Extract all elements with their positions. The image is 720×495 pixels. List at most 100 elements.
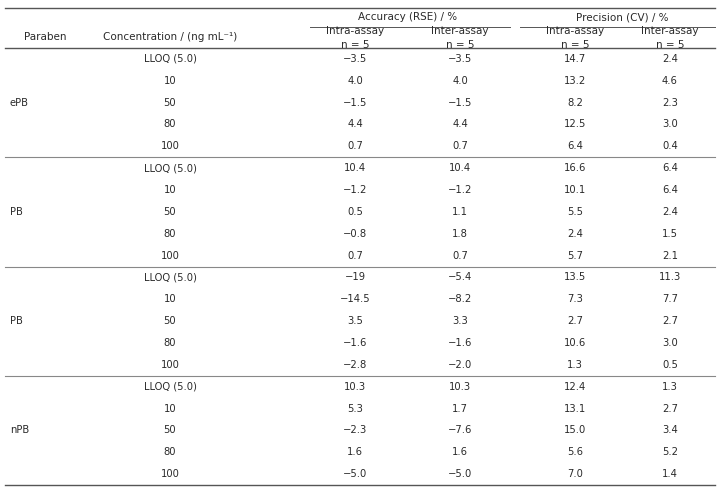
Text: Inter-assay
n = 5: Inter-assay n = 5 xyxy=(642,26,698,50)
Text: 13.2: 13.2 xyxy=(564,76,586,86)
Text: −1.6: −1.6 xyxy=(448,338,472,348)
Text: −5.0: −5.0 xyxy=(448,469,472,479)
Text: 10.3: 10.3 xyxy=(344,382,366,392)
Text: LLOQ (5.0): LLOQ (5.0) xyxy=(143,382,197,392)
Text: 2.7: 2.7 xyxy=(567,316,583,326)
Text: 5.6: 5.6 xyxy=(567,447,583,457)
Text: 1.6: 1.6 xyxy=(347,447,363,457)
Text: 0.7: 0.7 xyxy=(452,142,468,151)
Text: 10: 10 xyxy=(163,76,176,86)
Text: −3.5: −3.5 xyxy=(343,54,367,64)
Text: 1.4: 1.4 xyxy=(662,469,678,479)
Text: 100: 100 xyxy=(161,142,179,151)
Text: 3.5: 3.5 xyxy=(347,316,363,326)
Text: 4.0: 4.0 xyxy=(347,76,363,86)
Text: 0.5: 0.5 xyxy=(347,207,363,217)
Text: −5.4: −5.4 xyxy=(448,272,472,283)
Text: 80: 80 xyxy=(163,229,176,239)
Text: PB: PB xyxy=(10,207,23,217)
Text: 1.3: 1.3 xyxy=(567,360,583,370)
Text: 5.2: 5.2 xyxy=(662,447,678,457)
Text: 10: 10 xyxy=(163,403,176,413)
Text: 80: 80 xyxy=(163,338,176,348)
Text: 5.3: 5.3 xyxy=(347,403,363,413)
Text: 2.4: 2.4 xyxy=(567,229,583,239)
Text: 1.3: 1.3 xyxy=(662,382,678,392)
Text: 7.0: 7.0 xyxy=(567,469,583,479)
Text: 4.0: 4.0 xyxy=(452,76,468,86)
Text: 10.4: 10.4 xyxy=(449,163,471,173)
Text: 2.4: 2.4 xyxy=(662,207,678,217)
Text: 16.6: 16.6 xyxy=(564,163,586,173)
Text: 13.5: 13.5 xyxy=(564,272,586,283)
Text: 13.1: 13.1 xyxy=(564,403,586,413)
Text: −5.0: −5.0 xyxy=(343,469,367,479)
Text: 6.4: 6.4 xyxy=(662,185,678,195)
Text: −1.2: −1.2 xyxy=(448,185,472,195)
Text: −1.5: −1.5 xyxy=(343,98,367,107)
Text: 0.5: 0.5 xyxy=(662,360,678,370)
Text: Intra-assay
n = 5: Intra-assay n = 5 xyxy=(546,26,604,50)
Text: LLOQ (5.0): LLOQ (5.0) xyxy=(143,163,197,173)
Text: Precision (CV) / %: Precision (CV) / % xyxy=(576,12,669,22)
Text: −7.6: −7.6 xyxy=(448,425,472,436)
Text: −2.8: −2.8 xyxy=(343,360,367,370)
Text: 50: 50 xyxy=(163,207,176,217)
Text: 11.3: 11.3 xyxy=(659,272,681,283)
Text: 7.7: 7.7 xyxy=(662,294,678,304)
Text: 3.4: 3.4 xyxy=(662,425,678,436)
Text: 0.7: 0.7 xyxy=(347,250,363,260)
Text: 5.7: 5.7 xyxy=(567,250,583,260)
Text: 14.7: 14.7 xyxy=(564,54,586,64)
Text: −2.0: −2.0 xyxy=(448,360,472,370)
Text: −8.2: −8.2 xyxy=(448,294,472,304)
Text: 1.5: 1.5 xyxy=(662,229,678,239)
Text: PB: PB xyxy=(10,316,23,326)
Text: Accuracy (RSE) / %: Accuracy (RSE) / % xyxy=(358,12,457,22)
Text: −1.5: −1.5 xyxy=(448,98,472,107)
Text: 50: 50 xyxy=(163,425,176,436)
Text: 8.2: 8.2 xyxy=(567,98,583,107)
Text: 6.4: 6.4 xyxy=(567,142,583,151)
Text: −1.2: −1.2 xyxy=(343,185,367,195)
Text: 10: 10 xyxy=(163,294,176,304)
Text: −19: −19 xyxy=(344,272,366,283)
Text: 10.1: 10.1 xyxy=(564,185,586,195)
Text: −2.3: −2.3 xyxy=(343,425,367,436)
Text: 50: 50 xyxy=(163,316,176,326)
Text: 100: 100 xyxy=(161,250,179,260)
Text: Intra-assay
n = 5: Intra-assay n = 5 xyxy=(326,26,384,50)
Text: 1.7: 1.7 xyxy=(452,403,468,413)
Text: 12.4: 12.4 xyxy=(564,382,586,392)
Text: 2.4: 2.4 xyxy=(662,54,678,64)
Text: nPB: nPB xyxy=(10,425,30,436)
Text: Concentration / (ng mL⁻¹): Concentration / (ng mL⁻¹) xyxy=(103,33,237,43)
Text: 1.1: 1.1 xyxy=(452,207,468,217)
Text: −1.6: −1.6 xyxy=(343,338,367,348)
Text: ePB: ePB xyxy=(10,98,29,107)
Text: 100: 100 xyxy=(161,360,179,370)
Text: 2.3: 2.3 xyxy=(662,98,678,107)
Text: 0.7: 0.7 xyxy=(347,142,363,151)
Text: 1.8: 1.8 xyxy=(452,229,468,239)
Text: 3.0: 3.0 xyxy=(662,338,678,348)
Text: 6.4: 6.4 xyxy=(662,163,678,173)
Text: 4.4: 4.4 xyxy=(347,119,363,130)
Text: 0.7: 0.7 xyxy=(452,250,468,260)
Text: 50: 50 xyxy=(163,98,176,107)
Text: 15.0: 15.0 xyxy=(564,425,586,436)
Text: Paraben: Paraben xyxy=(24,33,66,43)
Text: 4.6: 4.6 xyxy=(662,76,678,86)
Text: 7.3: 7.3 xyxy=(567,294,583,304)
Text: 80: 80 xyxy=(163,119,176,130)
Text: LLOQ (5.0): LLOQ (5.0) xyxy=(143,54,197,64)
Text: 2.1: 2.1 xyxy=(662,250,678,260)
Text: LLOQ (5.0): LLOQ (5.0) xyxy=(143,272,197,283)
Text: 2.7: 2.7 xyxy=(662,403,678,413)
Text: 12.5: 12.5 xyxy=(564,119,586,130)
Text: −0.8: −0.8 xyxy=(343,229,367,239)
Text: 1.6: 1.6 xyxy=(452,447,468,457)
Text: Inter-assay
n = 5: Inter-assay n = 5 xyxy=(431,26,489,50)
Text: 10.3: 10.3 xyxy=(449,382,471,392)
Text: 10.6: 10.6 xyxy=(564,338,586,348)
